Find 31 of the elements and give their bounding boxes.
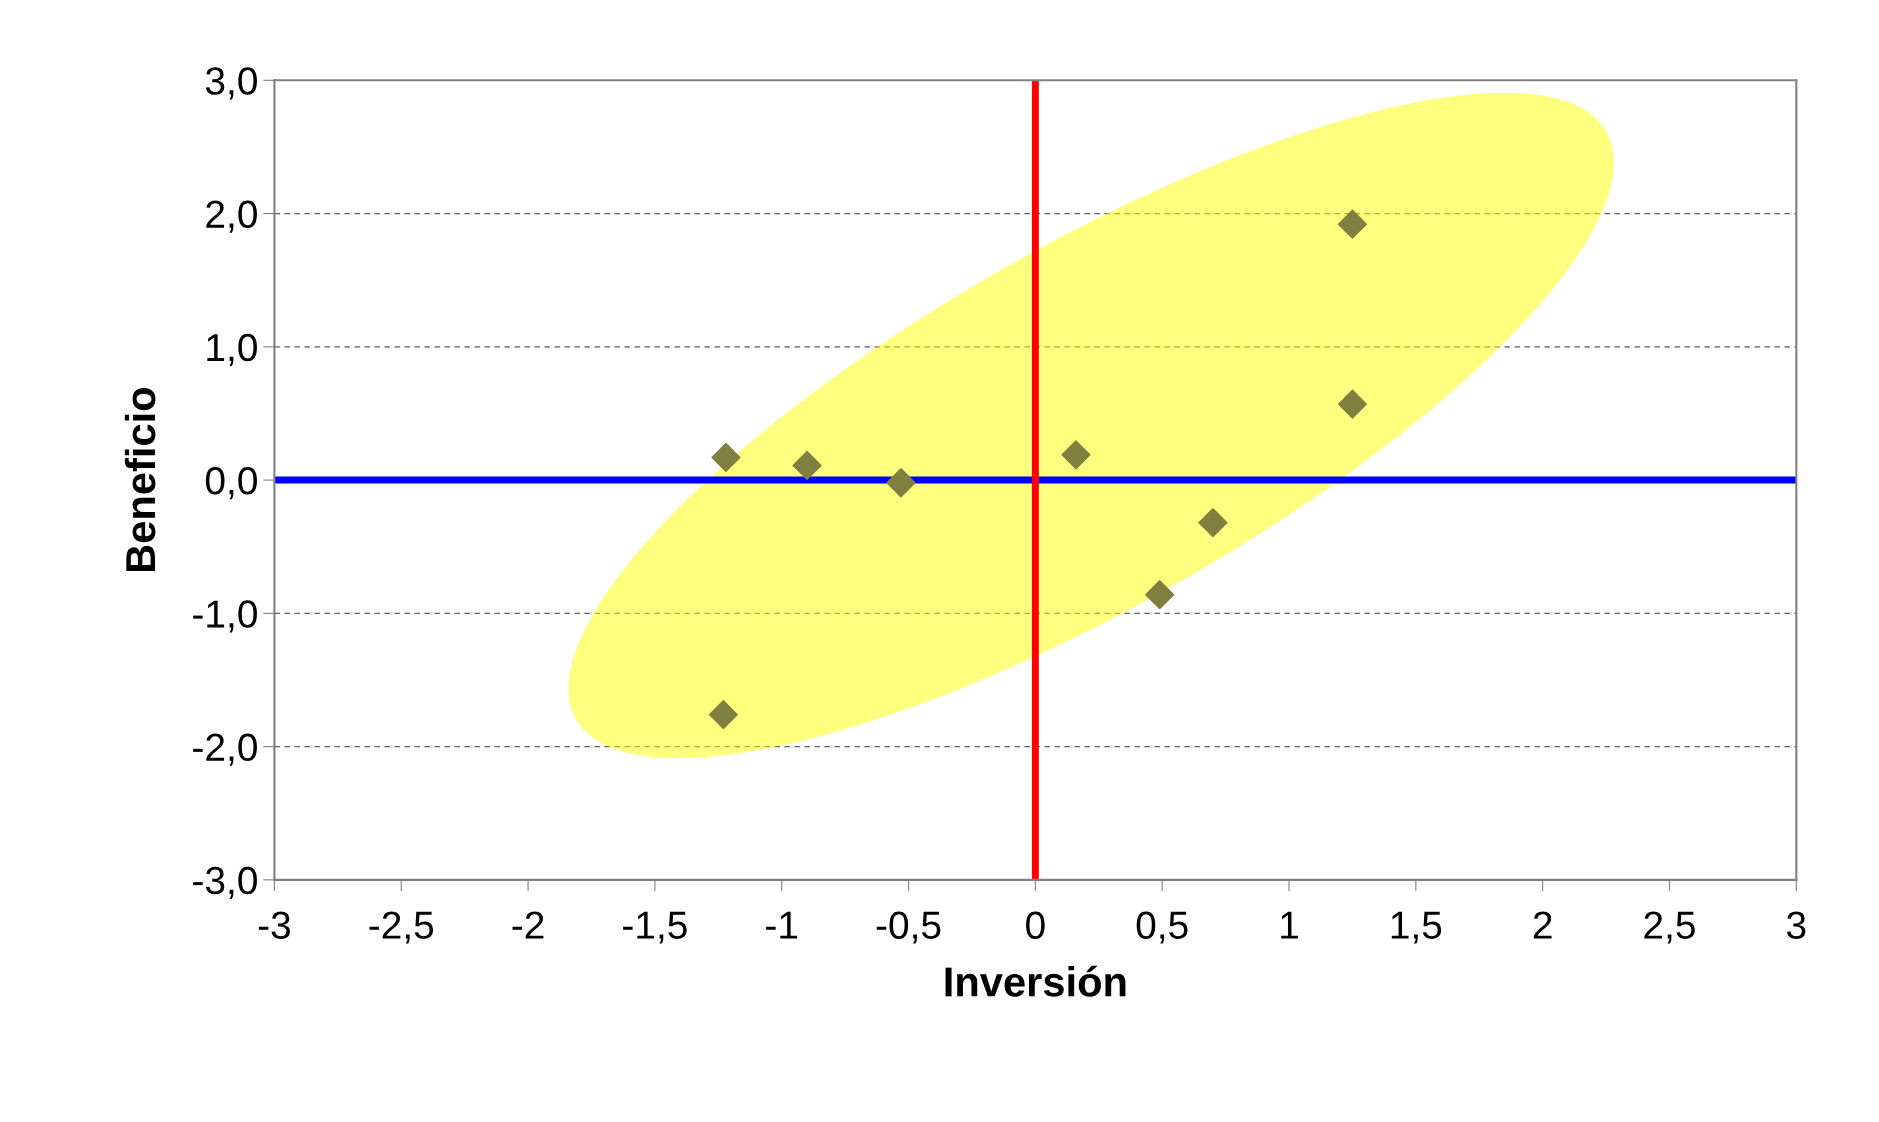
point: [1145, 580, 1175, 610]
x-tick-label: 1: [1281, 911, 1298, 939]
y-tick-label: 2,0: [206, 200, 257, 233]
x-axis-title: Inversión: [945, 965, 1126, 997]
x-tick-label: -1: [766, 911, 798, 939]
point: [708, 700, 738, 730]
x-tick-label: 0: [1026, 911, 1045, 939]
y-tick-label: 0,0: [205, 467, 257, 500]
y-tick-label: -2,0: [193, 733, 257, 766]
x-tick-label: -2,5: [369, 911, 434, 944]
x-tick-label: -0,5: [876, 911, 941, 944]
point: [711, 442, 741, 473]
y-tick-label: -1,0: [193, 600, 257, 633]
y-tick-label: 1,0: [207, 333, 257, 366]
x-tick-label: 2: [1533, 911, 1552, 939]
point: [886, 468, 916, 498]
y-axis-title: Beneficio: [124, 387, 156, 572]
point: [792, 450, 822, 481]
point: [1337, 209, 1368, 239]
x-tick-label: 3: [1786, 911, 1806, 939]
x-tick-label: 2,5: [1644, 911, 1695, 944]
x-tick-label: 0,5: [1136, 911, 1188, 944]
point: [1198, 508, 1228, 538]
y-tick-label: 3,0: [205, 67, 257, 100]
point: [1061, 440, 1091, 470]
point: [1337, 389, 1368, 419]
x-tick-label: -2: [512, 911, 544, 939]
y-tick-label: -3,0: [193, 866, 257, 899]
x-tick-label: -1,5: [623, 911, 687, 944]
x-tick-label: 1,5: [1391, 911, 1442, 944]
x-tick-label: -3: [258, 911, 290, 939]
